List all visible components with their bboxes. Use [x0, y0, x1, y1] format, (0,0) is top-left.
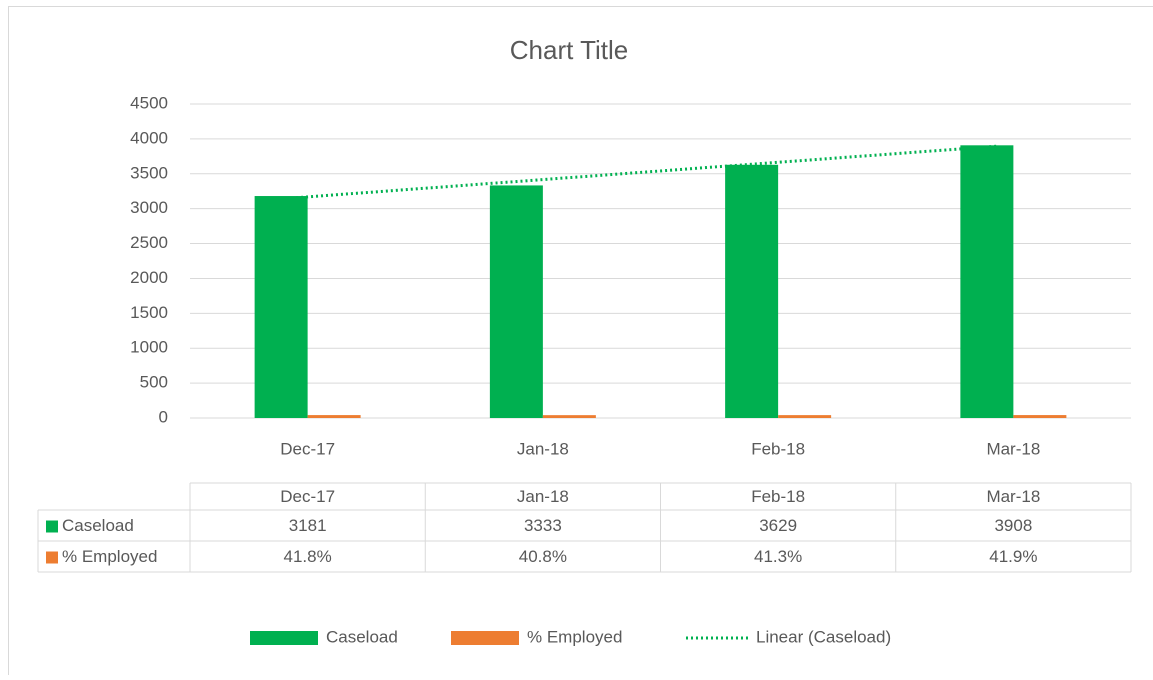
legend-label: Caseload — [326, 627, 398, 646]
chart-title: Chart Title — [510, 35, 629, 65]
y-tick-label: 3000 — [130, 198, 168, 217]
y-tick-label: 3500 — [130, 163, 168, 182]
x-tick-label: Mar-18 — [986, 439, 1040, 458]
legend-label: Linear (Caseload) — [756, 627, 891, 646]
legend-key — [250, 631, 318, 645]
table-cell: 3333 — [524, 516, 562, 535]
bar — [960, 145, 1013, 418]
y-tick-label: 2000 — [130, 268, 168, 287]
table-row-label: Caseload — [62, 516, 134, 535]
y-tick-label: 0 — [159, 407, 168, 426]
x-tick-label: Dec-17 — [280, 439, 335, 458]
table-cell: 41.8% — [284, 547, 332, 566]
table-header: Feb-18 — [751, 487, 805, 506]
legend-label: % Employed — [527, 627, 622, 646]
table-key — [46, 521, 58, 533]
x-tick-label: Jan-18 — [517, 439, 569, 458]
bar — [490, 185, 543, 418]
table-header: Mar-18 — [986, 487, 1040, 506]
bar — [1013, 415, 1066, 418]
y-tick-label: 1000 — [130, 338, 168, 357]
y-tick-label: 500 — [140, 373, 168, 392]
table-cell: 3908 — [994, 516, 1032, 535]
table-key — [46, 552, 58, 564]
table-cell: 41.9% — [989, 547, 1037, 566]
legend-key — [451, 631, 519, 645]
x-tick-label: Feb-18 — [751, 439, 805, 458]
bar — [778, 415, 831, 418]
bar — [543, 415, 596, 418]
table-header: Jan-18 — [517, 487, 569, 506]
y-tick-label: 4500 — [130, 93, 168, 112]
y-tick-label: 1500 — [130, 303, 168, 322]
y-tick-label: 4000 — [130, 128, 168, 147]
bar — [308, 415, 361, 418]
bar — [725, 165, 778, 418]
table-cell: 40.8% — [519, 547, 567, 566]
table-cell: 3181 — [289, 516, 327, 535]
table-row-label: % Employed — [62, 547, 157, 566]
bar — [255, 196, 308, 418]
table-cell: 3629 — [759, 516, 797, 535]
y-tick-label: 2500 — [130, 233, 168, 252]
table-cell: 41.3% — [754, 547, 802, 566]
table-header: Dec-17 — [280, 487, 335, 506]
